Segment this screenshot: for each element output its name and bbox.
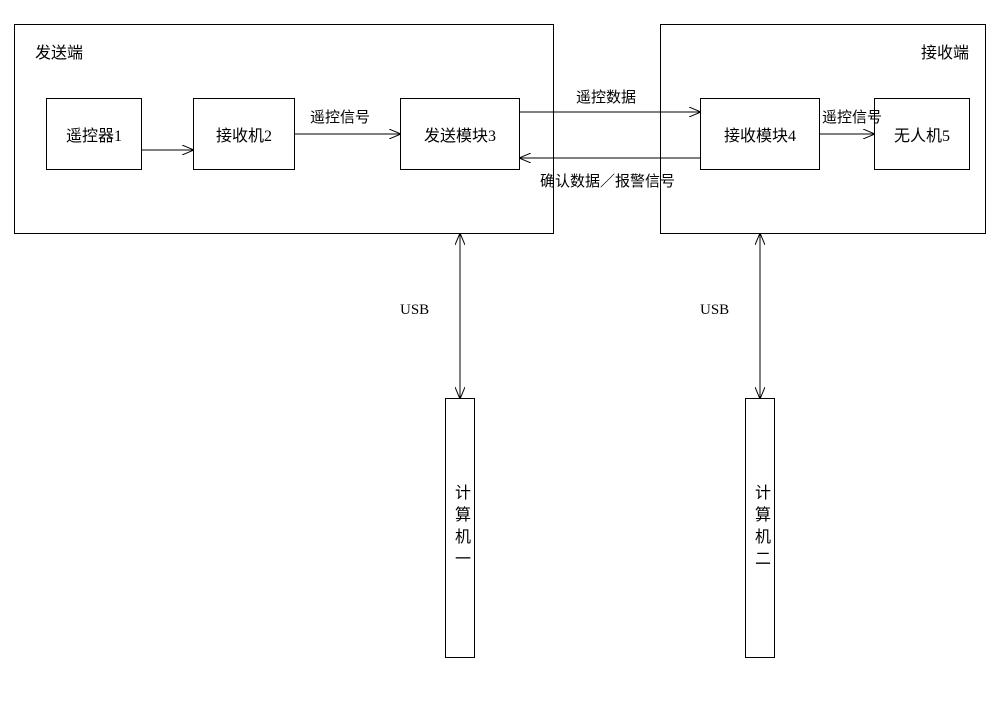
node-tx-module-label: 发送模块3 bbox=[424, 122, 496, 146]
edge-label-usb-2: USB bbox=[700, 302, 729, 319]
container-tx-label: 发送端 bbox=[35, 39, 83, 63]
edge-label-n2-n3: 遥控信号 bbox=[310, 106, 370, 127]
node-drone: 无人机5 bbox=[874, 98, 970, 170]
node-computer-1: 计算机一 bbox=[445, 398, 475, 658]
edge-label-n4-n5: 遥控信号 bbox=[822, 106, 882, 127]
node-computer-1-label: 计算机一 bbox=[448, 484, 472, 572]
node-receiver-label: 接收机2 bbox=[216, 122, 272, 146]
node-drone-label: 无人机5 bbox=[894, 122, 950, 146]
container-rx-label: 接收端 bbox=[921, 39, 969, 63]
node-tx-module: 发送模块3 bbox=[400, 98, 520, 170]
edge-label-usb-1: USB bbox=[400, 302, 429, 319]
node-rx-module: 接收模块4 bbox=[700, 98, 820, 170]
node-remote-controller: 遥控器1 bbox=[46, 98, 142, 170]
edge-label-n3-n4: 遥控数据 bbox=[576, 86, 636, 107]
node-computer-2-label: 计算机二 bbox=[748, 484, 772, 572]
node-rx-module-label: 接收模块4 bbox=[724, 122, 796, 146]
node-remote-controller-label: 遥控器1 bbox=[66, 122, 122, 146]
node-receiver: 接收机2 bbox=[193, 98, 295, 170]
node-computer-2: 计算机二 bbox=[745, 398, 775, 658]
edge-label-n4-n3: 确认数据／报警信号 bbox=[540, 170, 675, 191]
